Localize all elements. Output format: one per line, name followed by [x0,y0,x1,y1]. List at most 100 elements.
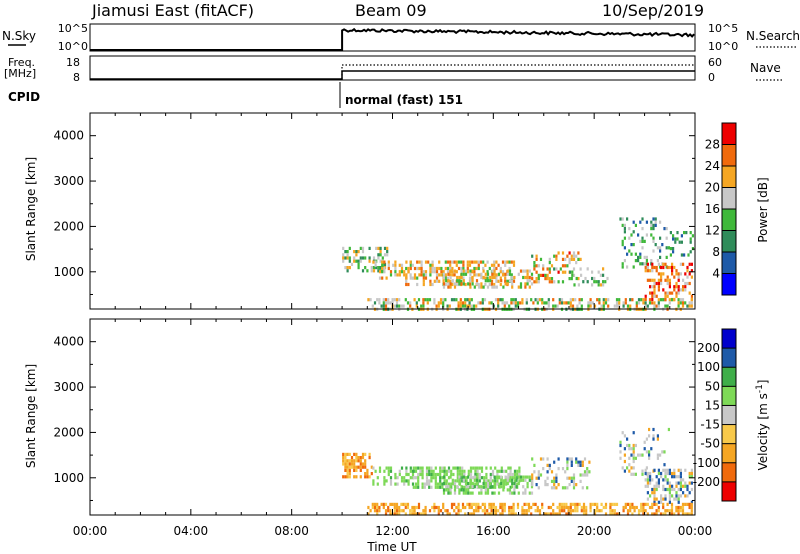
heatmap-cell [629,502,632,506]
heatmap-cell [442,505,445,510]
heatmap-cell [385,276,388,280]
heatmap-cell [675,497,678,501]
heatmap-cell [342,462,345,466]
heatmap-cell [568,476,571,480]
heatmap-cell [675,285,678,289]
heatmap-cell [458,282,461,286]
heatmap-cell [664,475,667,479]
heatmap-cell [566,457,569,461]
heatmap-cell [488,502,491,506]
heatmap-cell [508,272,512,276]
heatmap-cell [622,301,625,305]
heatmap-cell [674,237,677,241]
heatmap-cell [376,482,379,486]
heatmap-cell [653,291,656,295]
heatmap-cell [497,304,500,308]
heatmap-cell [642,502,645,506]
heatmap-cell [422,282,425,287]
heatmap-cell [688,272,691,276]
heatmap-cell [472,304,476,308]
heatmap-cell [653,285,656,289]
heatmap-cell [630,472,633,476]
heatmap-cell [495,260,498,264]
heatmap-cell [428,298,432,302]
heatmap-cell [421,476,424,480]
heatmap-cell [531,254,534,258]
heatmap-cell [471,481,474,486]
heatmap-cell [378,466,382,470]
heatmap-cell [518,479,521,483]
heatmap-cell [435,270,439,274]
heatmap-cell [677,301,680,305]
heatmap-cell [621,466,624,470]
heatmap-cell [460,488,463,492]
heatmap-cell [409,509,412,513]
heatmap-cell [508,505,511,510]
heatmap-cell [525,301,528,305]
heatmap-cell [602,505,605,510]
x-tick-label: 20:00 [577,524,612,538]
heatmap-cell [593,304,597,308]
heatmap-cell [431,505,434,510]
heatmap-cell [453,273,456,277]
heatmap-cell [673,497,676,501]
heatmap-cell [572,267,576,271]
heatmap-cell [442,272,446,276]
heatmap-cell [651,297,654,302]
colorbar-segment [722,209,736,231]
heatmap-cell [361,256,365,260]
heatmap-cell [495,285,498,289]
heatmap-cell [690,304,693,308]
heatmap-cell [482,266,485,271]
colorbar-segment [722,443,736,463]
heatmap-cell [366,468,369,472]
heatmap-cell [526,279,529,283]
heatmap-cell [417,502,421,506]
heatmap-cell [513,469,517,473]
heatmap-cell [583,457,587,461]
heatmap-cell [567,301,570,305]
heatmap-cell [593,280,596,284]
heatmap-cell [495,276,498,280]
heatmap-cell [646,278,649,282]
x-tick-label: 08:00 [274,524,309,538]
heatmap-cell [462,266,465,271]
heatmap-cell [688,262,691,266]
colorbar-tick-label: 15 [705,398,720,412]
heatmap-cell [427,260,430,264]
heatmap-cell [450,469,453,473]
heatmap-cell [460,279,463,283]
heatmap-cell [459,509,462,513]
heatmap-cell [458,479,462,483]
heatmap-cell [632,230,635,234]
heatmap-cell [505,469,508,473]
heatmap-cell [589,502,592,506]
heatmap-cell [640,505,643,510]
heatmap-cell [394,270,397,274]
heatmap-cell [659,255,662,259]
heatmap-cell [639,252,642,256]
heatmap-cell [462,272,465,276]
heatmap-cell [649,478,652,482]
heatmap-cell [431,266,434,271]
heatmap-cell [460,266,463,271]
heatmap-cell [378,270,382,274]
nave-label: Nave [750,61,781,75]
heatmap-cell [458,488,461,492]
heatmap-cell [398,472,401,477]
heatmap-cell [407,472,410,477]
heatmap-cell [471,279,474,283]
heatmap-cell [464,282,467,287]
heatmap-cell [581,473,584,477]
heatmap-cell [547,298,550,302]
heatmap-cell [521,512,524,516]
heatmap-cell [490,301,493,305]
heatmap-cell [570,463,573,467]
station-title: Jiamusi East (fitACF) [91,1,254,20]
y-tick-label: 2000 [53,425,84,439]
heatmap-cell [438,260,441,264]
heatmap-cell [575,460,578,464]
x-tick-label: 04:00 [174,524,209,538]
heatmap-cell [517,491,520,495]
